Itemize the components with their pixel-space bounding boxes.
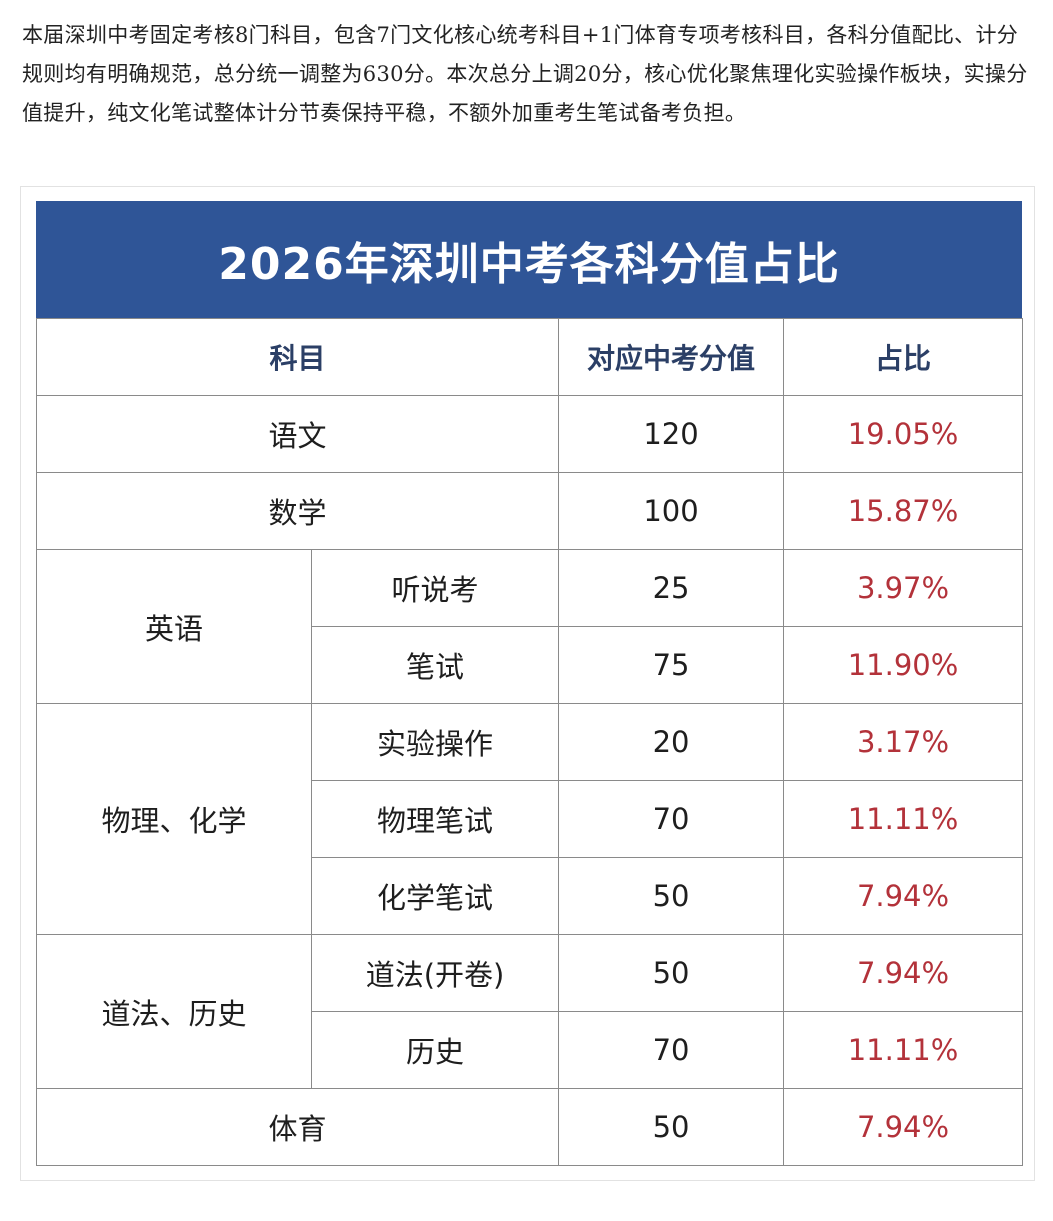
subject-cell: 语文 bbox=[35, 395, 560, 473]
score-cell: 120 bbox=[558, 395, 785, 473]
subject-cell: 体育 bbox=[35, 1088, 560, 1166]
header-score: 对应中考分值 bbox=[558, 318, 785, 396]
score-cell: 100 bbox=[558, 472, 785, 550]
subitem-cell: 物理笔试 bbox=[310, 780, 560, 858]
score-cell: 20 bbox=[558, 703, 785, 781]
score-cell: 75 bbox=[558, 626, 785, 704]
subject-group-cell: 道法、历史 bbox=[36, 934, 312, 1089]
ratio-cell: 7.94% bbox=[783, 857, 1024, 935]
subitem-cell: 听说考 bbox=[310, 549, 560, 627]
ratio-cell: 11.11% bbox=[783, 1011, 1024, 1089]
subject-cell: 数学 bbox=[35, 472, 560, 550]
score-cell: 50 bbox=[558, 934, 785, 1012]
subitem-cell: 历史 bbox=[310, 1011, 560, 1089]
ratio-cell: 11.90% bbox=[783, 626, 1024, 704]
subitem-cell: 道法(开卷) bbox=[310, 934, 560, 1012]
ratio-cell: 3.97% bbox=[783, 549, 1024, 627]
score-cell: 50 bbox=[558, 857, 785, 935]
subject-group-cell: 英语 bbox=[36, 549, 312, 704]
subitem-cell: 实验操作 bbox=[310, 703, 560, 781]
subitem-cell: 笔试 bbox=[310, 626, 560, 704]
ratio-cell: 11.11% bbox=[783, 780, 1024, 858]
score-cell: 25 bbox=[558, 549, 785, 627]
ratio-cell: 19.05% bbox=[783, 395, 1024, 473]
subitem-cell: 化学笔试 bbox=[310, 857, 560, 935]
table-title: 2026年深圳中考各科分值占比 bbox=[36, 201, 1022, 318]
table-row: 数学 100 15.87% bbox=[35, 472, 1024, 550]
score-cell: 50 bbox=[558, 1088, 785, 1166]
ratio-cell: 3.17% bbox=[783, 703, 1024, 781]
intro-paragraph: 本届深圳中考固定考核8门科目，包含7门文化核心统考科目+1门体育专项考核科目，各… bbox=[22, 23, 1028, 125]
score-cell: 70 bbox=[558, 780, 785, 858]
score-table: 科目 对应中考分值 占比 语文 120 19.05% 数学 100 15.87%… bbox=[35, 318, 1024, 1166]
table-header-row: 科目 对应中考分值 占比 bbox=[35, 318, 1024, 396]
score-cell: 70 bbox=[558, 1011, 785, 1089]
table-row: 物理笔试 70 11.11% bbox=[37, 780, 1024, 858]
subject-group-cell: 物理、化学 bbox=[36, 703, 312, 935]
table-row: 体育 50 7.94% bbox=[35, 1088, 1024, 1166]
table-row: 化学笔试 50 7.94% bbox=[37, 857, 1024, 935]
header-ratio: 占比 bbox=[783, 318, 1024, 396]
ratio-cell: 15.87% bbox=[783, 472, 1024, 550]
table-row: 语文 120 19.05% bbox=[35, 395, 1024, 473]
ratio-cell: 7.94% bbox=[783, 1088, 1024, 1166]
table-row: 物理、化学 实验操作 20 3.17% bbox=[36, 703, 1024, 935]
table-row: 道法、历史 道法(开卷) 50 7.94% bbox=[36, 934, 1024, 1089]
table-row: 英语 听说考 25 3.97% bbox=[36, 549, 1024, 704]
table-row: 历史 70 11.11% bbox=[37, 1011, 1024, 1089]
header-subject: 科目 bbox=[35, 318, 560, 396]
ratio-cell: 7.94% bbox=[783, 934, 1024, 1012]
